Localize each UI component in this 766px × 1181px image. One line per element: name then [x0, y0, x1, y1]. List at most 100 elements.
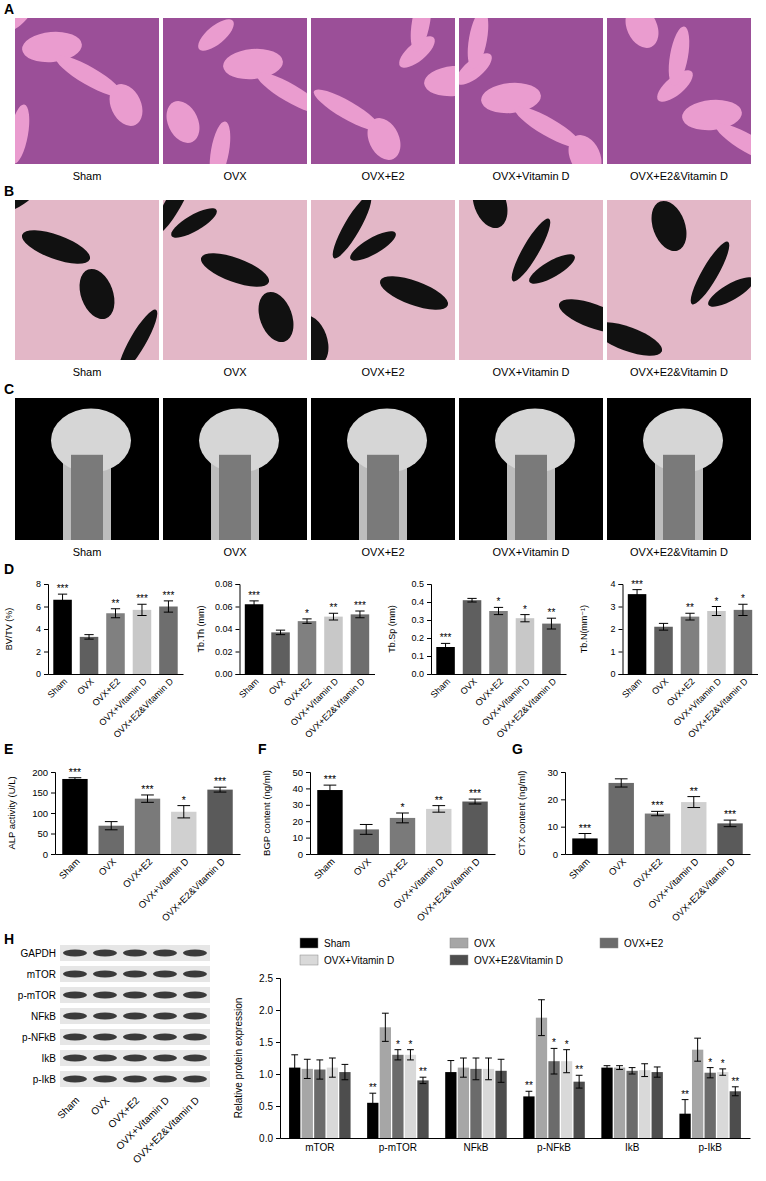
image-label: OVX+E2 — [361, 546, 404, 558]
significance: ** — [525, 1080, 533, 1091]
tick-mark — [276, 1042, 280, 1043]
error-cap — [329, 1077, 336, 1078]
error-bar — [324, 785, 337, 795]
x-tick: OVX+E2&Vitamin D — [303, 676, 367, 740]
tick-mark — [44, 652, 48, 653]
bar — [245, 604, 264, 674]
error-stem — [607, 1066, 608, 1070]
tick-label: 0.04 — [215, 624, 233, 634]
image-detail — [361, 113, 407, 164]
significance: * — [408, 1039, 412, 1050]
x-tick: OVX — [458, 676, 479, 697]
tick-mark — [619, 584, 623, 585]
bar — [392, 1055, 403, 1138]
tick-mark — [44, 629, 48, 630]
error-stem — [501, 1059, 502, 1082]
error-cap — [441, 650, 450, 651]
image-detail — [163, 200, 198, 239]
bar — [390, 818, 415, 854]
error-bar — [214, 787, 227, 792]
tick-label: OVX+E2&Vitamin D — [686, 676, 750, 740]
tick-label: 0.08 — [215, 579, 233, 589]
y-tick: 4 — [36, 624, 48, 634]
image-detail — [685, 238, 735, 308]
y-tick: 4 — [610, 579, 622, 589]
blot-band — [123, 992, 147, 999]
image-detail — [712, 117, 751, 164]
y-tick: 2.0 — [259, 1005, 280, 1016]
error-stem — [554, 1048, 555, 1074]
bar — [626, 1071, 637, 1138]
tick-mark — [306, 805, 310, 806]
error-cap — [641, 1076, 648, 1077]
blot-band — [63, 1055, 87, 1062]
error-stem — [344, 1064, 345, 1079]
blot-band — [123, 950, 147, 957]
error-stem — [397, 1050, 398, 1060]
error-cap — [460, 1058, 467, 1059]
error-stem — [685, 1100, 686, 1128]
error-bar — [276, 630, 285, 635]
significance: *** — [214, 775, 226, 787]
tick-label: OVX — [351, 855, 373, 877]
error-cap — [498, 1082, 505, 1083]
significance: ** — [686, 602, 694, 613]
image-detail — [506, 215, 556, 285]
image-detail — [663, 455, 695, 540]
tick-label: 0.0 — [259, 1133, 273, 1144]
tick-mark — [51, 834, 55, 835]
tick-label: 2.0 — [259, 1005, 273, 1016]
blot-band — [183, 1055, 207, 1062]
error-stem — [551, 618, 552, 629]
legend-item: OVX+E2 — [600, 938, 664, 949]
tick-label: p-mTOR — [379, 1142, 417, 1153]
blot-band — [153, 1034, 177, 1041]
error-cap — [579, 843, 592, 844]
bar — [601, 1068, 612, 1138]
error-cap — [105, 829, 118, 830]
significance: ** — [369, 1082, 377, 1093]
image-ground — [15, 18, 159, 164]
tick-label: OVX — [267, 676, 288, 697]
x-tick: OVX — [650, 676, 671, 697]
y-tick: 1.5 — [259, 1037, 280, 1048]
significance: *** — [141, 783, 153, 795]
error-stem — [366, 824, 367, 834]
tick-label: p-NFkB — [537, 1142, 571, 1153]
bar — [351, 614, 370, 674]
error-stem — [333, 613, 334, 620]
error-stem — [450, 1061, 451, 1084]
y-axis: 0.00.51.01.52.02.5 — [259, 973, 280, 1144]
error-stem — [385, 1013, 386, 1041]
legend-swatch — [450, 938, 468, 948]
image-label: Sham — [73, 366, 102, 378]
axis-title: BV/TV (%) — [4, 608, 14, 651]
tick-label: 0.00 — [215, 669, 233, 679]
error-stem — [280, 630, 281, 635]
image-detail — [555, 292, 603, 339]
blot-row-label: p-mTOR — [18, 990, 56, 1001]
blot-band — [123, 971, 147, 978]
error-cap — [712, 615, 721, 616]
blot-band — [183, 1076, 207, 1083]
blot-band — [183, 950, 207, 957]
image-label: OVX+E2&Vitamin D — [630, 366, 728, 378]
tick-label: 10 — [292, 832, 303, 843]
image-placeholder — [459, 200, 603, 360]
error-bar — [329, 613, 338, 620]
error-bar — [694, 1038, 701, 1061]
error-bar — [342, 1064, 349, 1079]
tick-mark — [619, 629, 623, 630]
error-bar — [420, 1077, 427, 1083]
tick-label: 4 — [36, 624, 41, 634]
error-bar — [355, 611, 364, 618]
blot-row-label: IkB — [42, 1053, 57, 1064]
error-bar — [494, 607, 503, 614]
blot-band — [93, 1076, 117, 1083]
image-detail — [15, 18, 38, 39]
y-tick: 30 — [292, 799, 310, 810]
bar — [436, 647, 455, 674]
error-stem — [657, 1067, 658, 1077]
x-tick: Sham — [429, 676, 453, 700]
error-stem — [528, 1091, 529, 1101]
